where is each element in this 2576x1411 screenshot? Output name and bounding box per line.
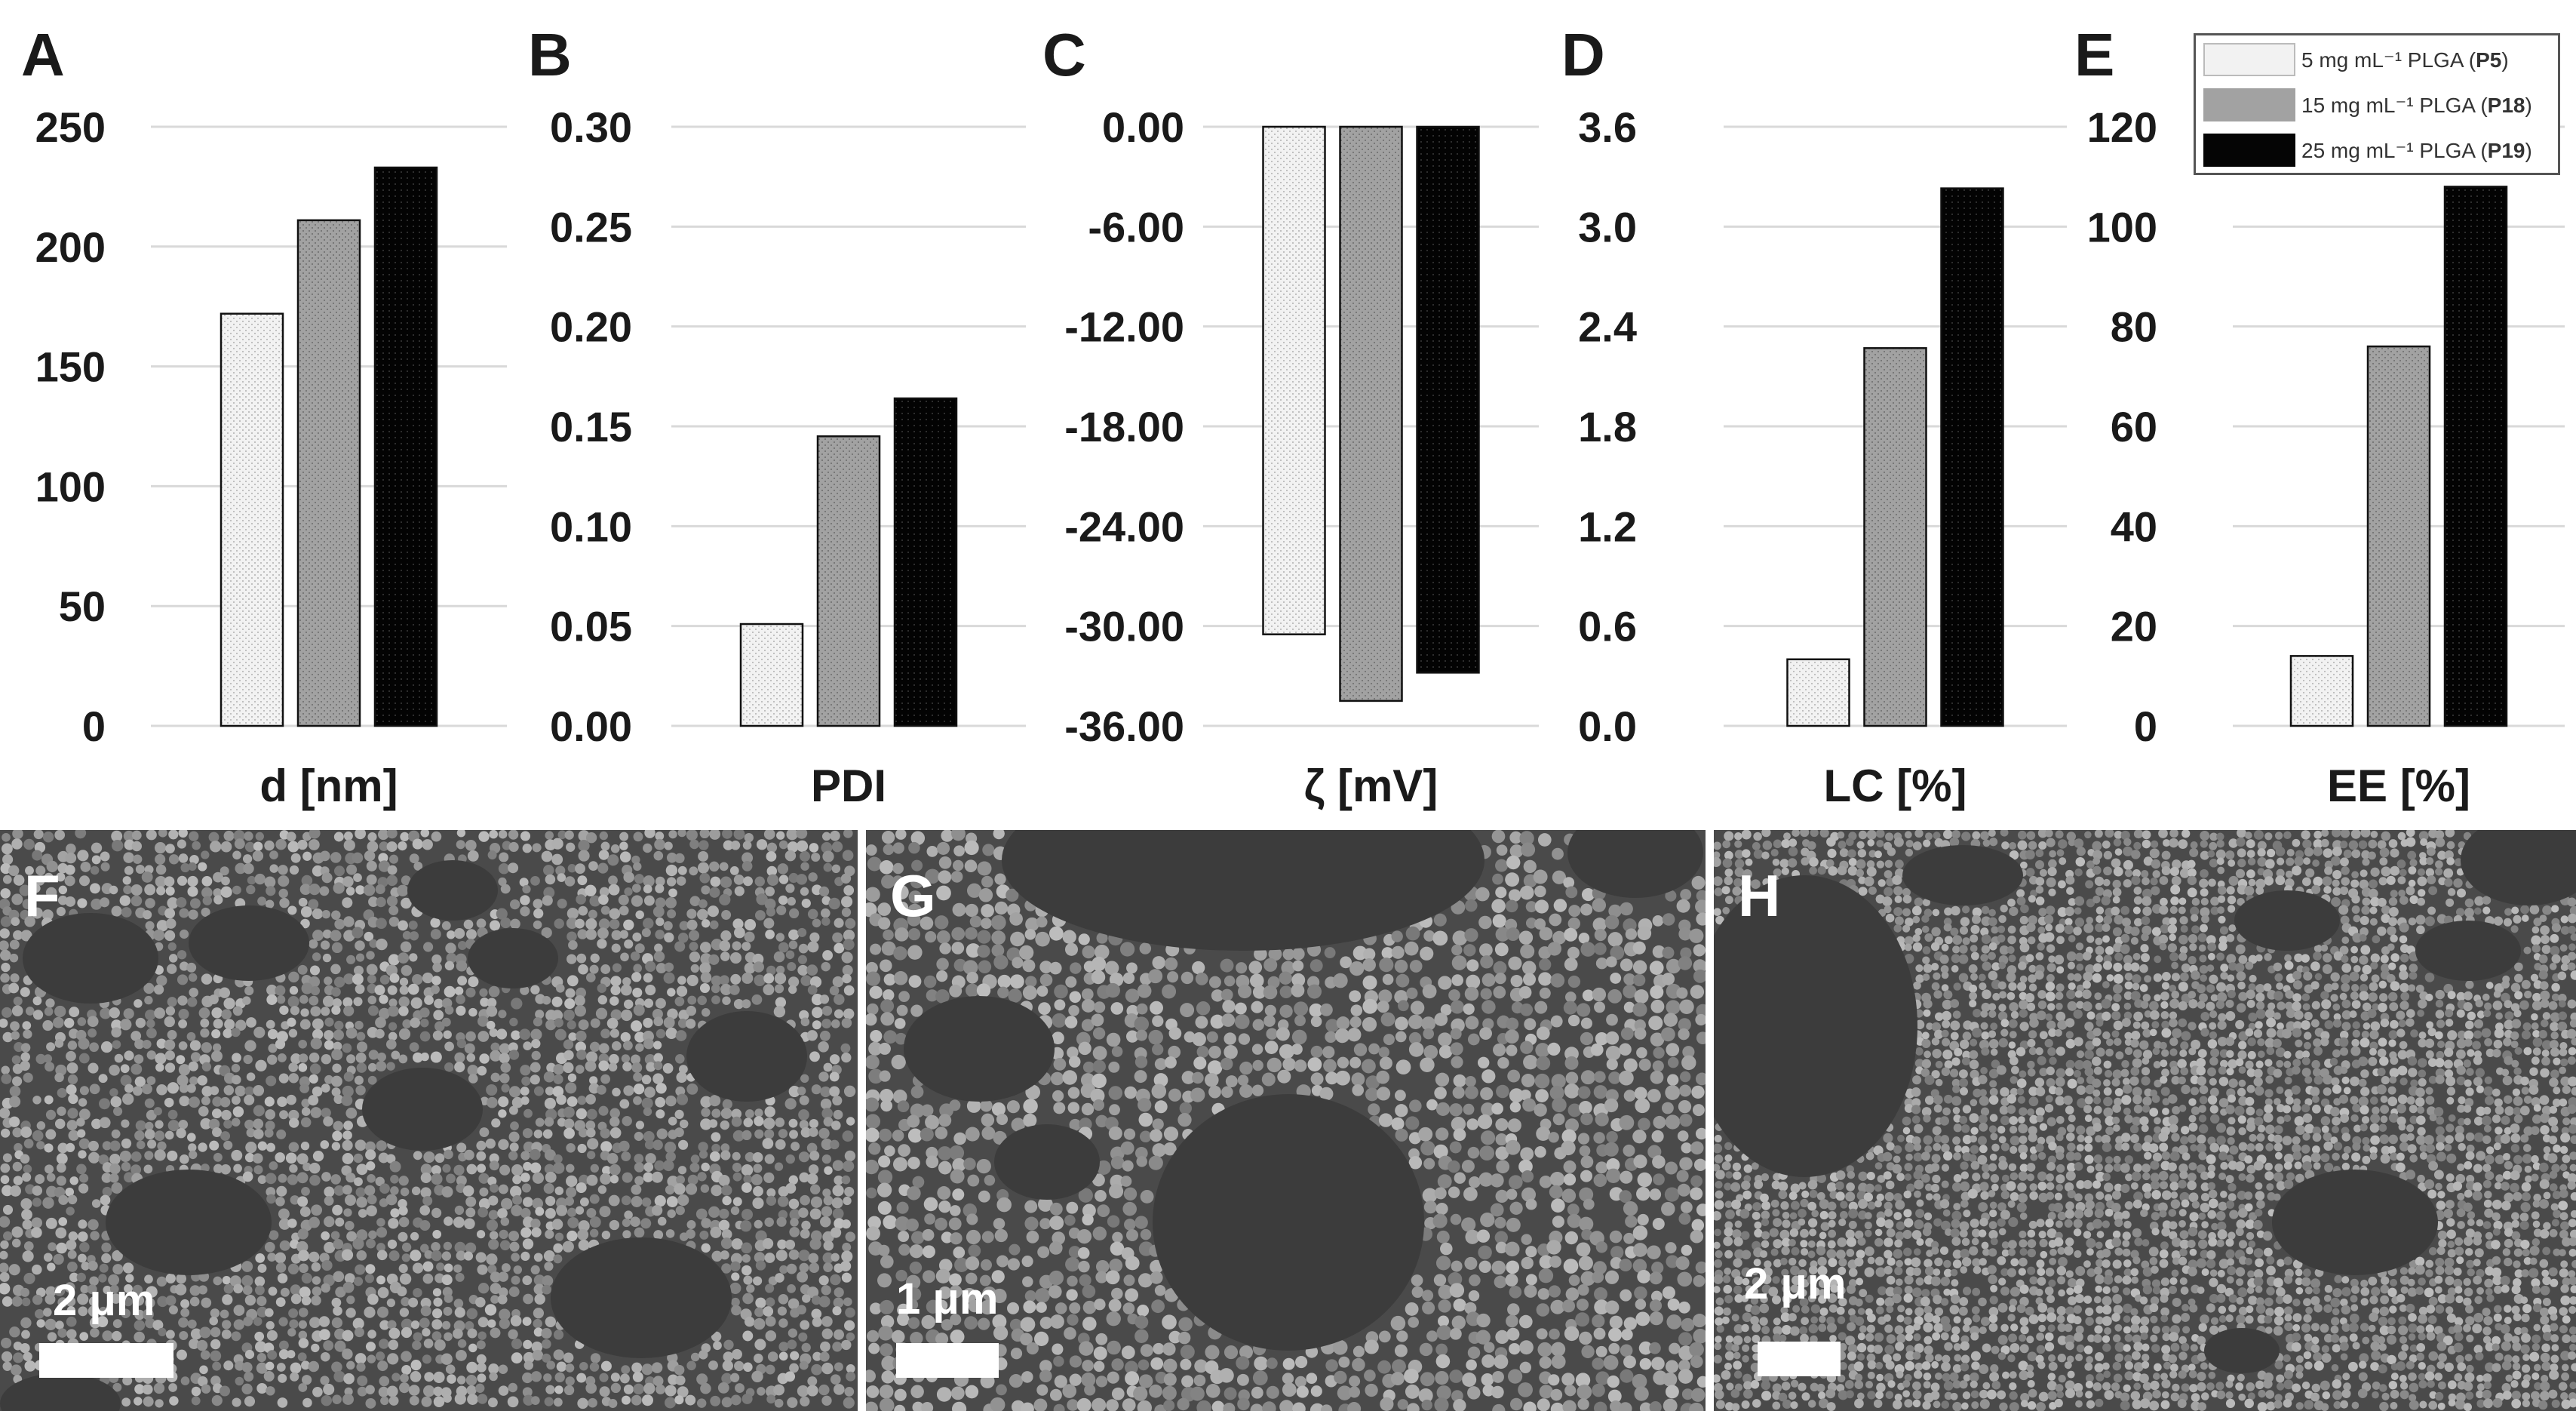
scale-bar-g (896, 1343, 999, 1378)
legend-close-p5: ) (2501, 48, 2509, 72)
y-tick-label-d: 3.0 (1578, 203, 1637, 251)
y-tick-label-c: -6.00 (1088, 203, 1184, 251)
bar-b-p19 (893, 397, 958, 727)
scale-label-f: 2 μm (53, 1276, 155, 1325)
bar-b-p5 (739, 622, 804, 727)
x-axis-label-d: LC [%] (1824, 761, 1967, 811)
bar-d-p18 (1863, 347, 1927, 727)
y-tick-label-c: 0.00 (1102, 103, 1184, 151)
y-tick-label-e: 60 (2111, 403, 2157, 450)
y-tick-label-e: 0 (2134, 702, 2157, 750)
bar-c-p18 (1339, 125, 1403, 702)
y-tick-label-b: 0.30 (550, 103, 632, 151)
y-tick-label-c: -18.00 (1064, 403, 1184, 450)
panel-letter-b: B (528, 21, 572, 88)
y-tick-label-b: 0.10 (550, 503, 632, 550)
panel-letter-a: A (21, 21, 65, 88)
bar-a-p18 (296, 219, 361, 727)
legend-swatch-p18 (2203, 88, 2295, 121)
bar-a-p5 (220, 312, 284, 727)
x-axis-label-a: d [nm] (259, 761, 398, 811)
y-tick-label-e: 120 (2087, 103, 2157, 151)
panel-letter-f: F (24, 862, 60, 929)
scale-label-h: 2 μm (1744, 1259, 1847, 1308)
legend-item-p18: 15 mg mL⁻¹ PLGA (P18) (2203, 88, 2550, 121)
legend-swatch-p5 (2203, 43, 2295, 76)
sem-image-g: G 1 μm (866, 830, 1706, 1411)
y-tick-label-d: 0.6 (1578, 603, 1637, 650)
y-tick-label-c: -24.00 (1064, 503, 1184, 550)
y-tick-label-c: -36.00 (1064, 702, 1184, 750)
scale-label-g: 1 μm (896, 1274, 999, 1323)
panel-letter-h: H (1738, 862, 1781, 929)
legend-label-p18: 15 mg mL⁻¹ PLGA ( (2301, 94, 2488, 117)
x-axis-label-c: ζ [mV] (1304, 761, 1438, 811)
bar-d-p5 (1786, 658, 1850, 727)
x-axis-label-b: PDI (811, 761, 886, 811)
legend-code-p19: P19 (2487, 139, 2525, 162)
y-tick-label-a: 0 (82, 702, 106, 750)
y-tick-label-d: 3.6 (1578, 103, 1637, 151)
y-tick-label-b: 0.25 (550, 203, 632, 251)
legend-close-p19: ) (2525, 139, 2532, 162)
panel-letter-e: E (2074, 21, 2114, 88)
panel-letter-g: G (890, 862, 936, 929)
y-tick-label-a: 100 (35, 463, 106, 510)
y-tick-label-a: 200 (35, 223, 106, 271)
legend-swatch-p19 (2203, 134, 2295, 167)
bar-d-p19 (1940, 187, 2004, 727)
y-tick-label-d: 2.4 (1578, 303, 1637, 351)
sem-image-f: F 2 μm (0, 830, 858, 1411)
bar-e-p5 (2289, 655, 2354, 727)
y-tick-label-e: 40 (2111, 503, 2157, 550)
legend-label-p19: 25 mg mL⁻¹ PLGA ( (2301, 139, 2488, 162)
bar-e-p18 (2366, 345, 2431, 727)
legend-item-p19: 25 mg mL⁻¹ PLGA (P19) (2203, 134, 2550, 167)
y-tick-label-c: -12.00 (1064, 303, 1184, 351)
bar-e-p19 (2443, 186, 2508, 727)
y-tick-label-b: 0.00 (550, 702, 632, 750)
bar-c-p5 (1262, 125, 1326, 635)
legend-code-p18: P18 (2487, 94, 2525, 117)
y-tick-label-e: 100 (2087, 203, 2157, 251)
scale-bar-f (39, 1343, 173, 1378)
legend-code-p5: P5 (2476, 48, 2502, 72)
y-tick-label-a: 150 (35, 343, 106, 391)
y-tick-label-c: -30.00 (1064, 603, 1184, 650)
y-tick-label-d: 1.8 (1578, 403, 1637, 450)
y-tick-label-a: 250 (35, 103, 106, 151)
sem-image-h: H 2 μm (1714, 830, 2576, 1411)
bar-b-p18 (816, 435, 881, 727)
sem-texture-f (0, 830, 858, 1411)
legend: 5 mg mL⁻¹ PLGA (P5) 15 mg mL⁻¹ PLGA (P18… (2194, 33, 2560, 175)
panel-letter-c: C (1042, 21, 1086, 88)
sem-texture-g (866, 830, 1706, 1411)
y-tick-label-e: 80 (2111, 303, 2157, 351)
y-tick-label-d: 1.2 (1578, 503, 1637, 550)
legend-label-p5: 5 mg mL⁻¹ PLGA ( (2301, 48, 2476, 72)
legend-item-p5: 5 mg mL⁻¹ PLGA (P5) (2203, 43, 2550, 76)
y-tick-label-b: 0.15 (550, 403, 632, 450)
panel-letter-d: D (1561, 21, 1605, 88)
scale-bar-h (1758, 1342, 1841, 1376)
y-tick-label-b: 0.05 (550, 603, 632, 650)
sem-texture-h (1714, 830, 2576, 1411)
bar-c-p19 (1416, 125, 1480, 674)
y-tick-label-e: 20 (2111, 603, 2157, 650)
legend-close-p18: ) (2525, 94, 2532, 117)
y-tick-label-a: 50 (59, 583, 106, 630)
x-axis-label-e: EE [%] (2327, 761, 2470, 811)
bar-a-p19 (373, 166, 438, 727)
y-tick-label-b: 0.20 (550, 303, 632, 351)
y-tick-label-d: 0.0 (1578, 702, 1637, 750)
